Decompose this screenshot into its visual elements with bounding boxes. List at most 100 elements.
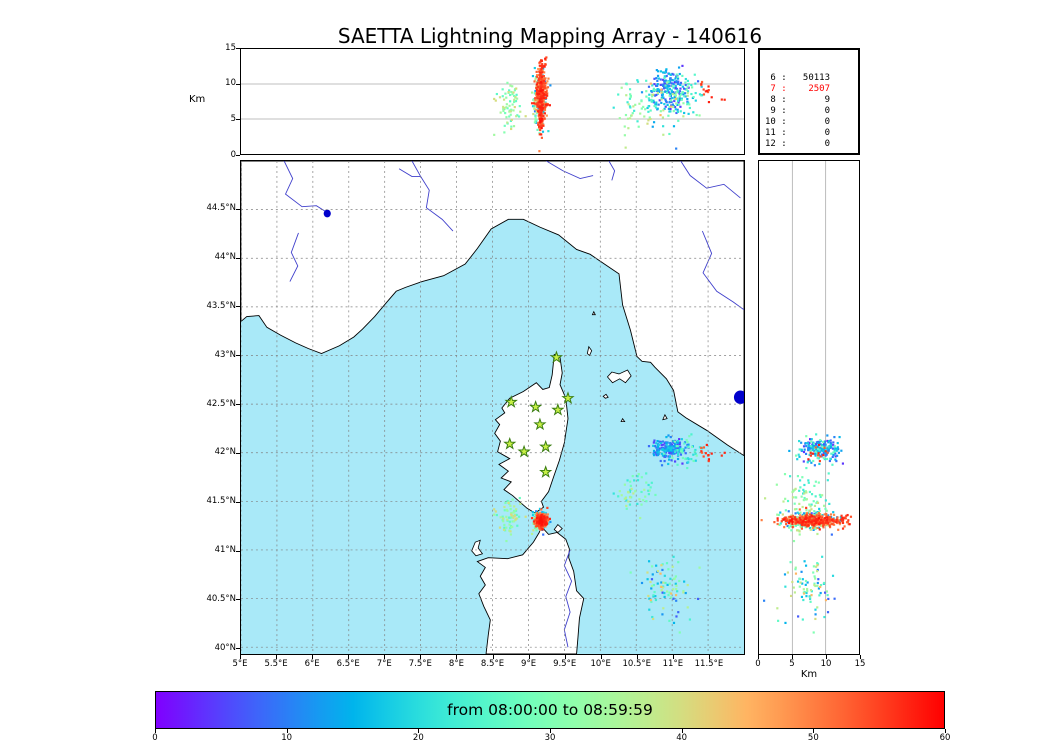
lightning-sources-layer (493, 433, 726, 634)
tick-mark (860, 655, 861, 659)
island-coastline (662, 413, 668, 421)
longitude-tick-label: 7°E (376, 659, 392, 669)
tick-mark (492, 655, 494, 659)
river (608, 161, 616, 181)
longitude-tick-label: 9°E (521, 659, 537, 669)
latitude-tick-label: 40°N (214, 642, 236, 653)
longitude-tick-label: 7.5°E (408, 659, 432, 669)
hourly-source-counts-panel: 6 : 50113 7 : 2507 8 : 9 9 : 0 10 : 0 11 :… (758, 48, 860, 155)
island-coastline (620, 417, 626, 423)
latitude-tick-label: 43°N (214, 349, 236, 360)
lma-station-marker (503, 436, 517, 450)
tick-mark (758, 655, 759, 659)
time-colorbar-label: from 08:00:00 to 08:59:59 (447, 701, 653, 719)
island-coastline (602, 393, 609, 399)
tick-mark (236, 355, 240, 357)
tick-mark (236, 83, 240, 85)
tick-mark (708, 655, 710, 659)
lma-station-marker (504, 395, 518, 408)
latitude-tick-label: 43.5°N (206, 300, 236, 311)
river (289, 232, 299, 282)
tick-mark (600, 655, 602, 659)
river (283, 161, 327, 212)
lma-station-marker (533, 417, 547, 431)
latitude-tick-label: 44°N (214, 252, 236, 263)
map-plot (241, 161, 744, 654)
time-colorbar-gradient (156, 692, 944, 728)
tick-mark (813, 729, 815, 734)
latitude-tick-label: 42°N (214, 447, 236, 458)
tick-mark (236, 119, 240, 121)
colorbar-tick-label: 10 (281, 733, 293, 743)
hour-count-row: 10 : 0 (765, 117, 831, 127)
tick-mark (236, 306, 240, 308)
altitude-longitude-plot (241, 56, 744, 153)
tick-mark (672, 655, 674, 659)
longitude-tick-label: 5°E (232, 659, 248, 669)
longitude-tick-label: 11.5°E (694, 659, 724, 669)
tick-mark (236, 48, 240, 49)
colorbar-tick-label: 40 (676, 733, 688, 743)
tick-mark (236, 208, 240, 210)
latitude-tick-label: 41.5°N (206, 496, 236, 507)
latitude-tick-label: 44.5°N (206, 203, 236, 214)
longitude-tick-label: 6°E (304, 659, 320, 669)
colorbar-tick-label: 20 (412, 733, 424, 743)
altitude-latitude-plot (760, 161, 853, 654)
colorbar-tick-label: 30 (544, 733, 556, 743)
hour-count-row: 8 : 9 (765, 95, 831, 105)
longitude-tick-label: 5.5°E (264, 659, 288, 669)
longitude-tick-label: 9.5°E (553, 659, 577, 669)
tick-mark (550, 729, 551, 734)
tick-mark (236, 648, 240, 650)
latitude-tick-label: 42.5°N (206, 398, 236, 409)
lightning-sources-layer (493, 56, 726, 153)
lma-station-marker (539, 465, 553, 478)
hour-count-row: 7 : 2507 (765, 84, 831, 94)
altitude-tick-label: 5 (230, 113, 236, 124)
hour-count-row: 6 : 50113 (765, 73, 831, 83)
tick-mark (240, 655, 241, 659)
longitude-tick-label: 8.5°E (480, 659, 505, 669)
tick-mark (236, 155, 240, 156)
corsica-coastline (494, 353, 569, 514)
tick-mark (456, 655, 458, 659)
island-coastline (606, 369, 632, 384)
tick-mark (792, 655, 793, 659)
longitude-tick-label: 11°E (662, 659, 684, 669)
island-coastline (586, 345, 593, 357)
river (398, 168, 421, 177)
colorbar-tick-label: 60 (939, 733, 951, 743)
lightning-sources-layer (760, 433, 853, 634)
tick-mark (312, 655, 314, 659)
tick-mark (826, 655, 827, 659)
time-colorbar: from 08:00:00 to 08:59:59 (155, 691, 945, 729)
longitude-tick-label: 8°E (448, 659, 464, 669)
tick-mark (236, 501, 240, 503)
island-coastline (591, 310, 596, 316)
altitude-tick-label: 15 (225, 42, 236, 53)
longitude-tick-label: 6.5°E (336, 659, 360, 669)
sardinia-coastline (476, 525, 585, 654)
tick-mark (418, 729, 420, 734)
hour-count-row: 11 : 0 (765, 128, 831, 138)
river (701, 230, 744, 311)
altitude-tick-label: 10 (225, 78, 236, 89)
tick-mark (236, 550, 240, 552)
lake (733, 390, 744, 405)
colorbar-tick-label: 0 (152, 733, 158, 743)
altitude-tick-label: 0 (755, 659, 761, 669)
tick-mark (636, 655, 638, 659)
tick-mark (276, 655, 278, 659)
tick-mark (236, 452, 240, 454)
altitude-axis-label-top: Km (189, 94, 206, 105)
map-panel (240, 160, 745, 655)
latitude-tick-label: 40.5°N (206, 593, 236, 604)
tick-mark (236, 257, 240, 259)
tick-mark (384, 655, 386, 659)
tick-mark (945, 729, 946, 734)
altitude-tick-label: 15 (854, 659, 866, 669)
tick-mark (348, 655, 350, 659)
lma-station-marker (551, 402, 565, 416)
